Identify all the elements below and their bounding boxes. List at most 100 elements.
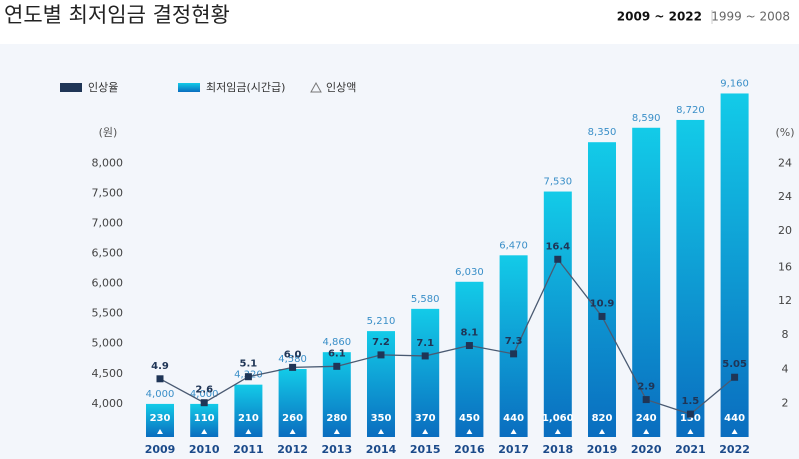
- rate-label: 2.6: [195, 385, 213, 396]
- x-tick-label: 2012: [277, 443, 308, 456]
- bar: [455, 281, 484, 437]
- increase-label: 230: [150, 413, 171, 424]
- rate-marker: [731, 373, 739, 381]
- legend-swatch: [310, 81, 322, 93]
- y2-tick-label: 12: [778, 294, 792, 307]
- rate-marker: [156, 375, 164, 383]
- increase-triangle: [731, 429, 738, 434]
- rate-marker: [510, 350, 518, 358]
- increase-triangle: [554, 429, 561, 434]
- rate-marker: [200, 399, 208, 407]
- increase-triangle: [245, 429, 252, 434]
- x-tick-label: 2018: [542, 443, 573, 456]
- legend-swatch: [60, 83, 82, 92]
- rate-label: 6.1: [328, 348, 346, 359]
- legend-label: 인상액: [326, 81, 356, 94]
- tab[interactable]: 1999 ~ 2008: [711, 10, 790, 24]
- increase-triangle: [333, 429, 340, 434]
- increase-label: 440: [503, 413, 524, 424]
- y2-tick-label: 4: [782, 362, 789, 375]
- bar-value-label: 9,160: [720, 78, 749, 89]
- bar: [543, 191, 572, 437]
- chart-title: 연도별 최저임금 결정현황: [4, 3, 230, 27]
- increase-label: 450: [459, 413, 480, 424]
- bar-value-label: 4,000: [190, 389, 219, 400]
- rate-label: 6.0: [284, 349, 302, 360]
- bar-value-label: 8,720: [676, 105, 705, 116]
- rate-label: 5.1: [240, 359, 258, 370]
- rate-marker: [642, 396, 650, 404]
- x-tick-label: 2017: [498, 443, 529, 456]
- y-tick-label: 5,500: [92, 307, 124, 320]
- rate-marker: [377, 351, 385, 359]
- increase-label: 280: [326, 413, 347, 424]
- increase-label: 110: [194, 413, 215, 424]
- x-tick-label: 2011: [233, 443, 264, 456]
- bar: [632, 127, 661, 438]
- bar-value-label: 8,590: [632, 113, 661, 124]
- legend-label: 인상율: [88, 81, 118, 94]
- bar-value-label: 6,030: [455, 267, 484, 278]
- increase-triangle: [201, 429, 208, 434]
- bar-value-label: 6,470: [499, 240, 528, 251]
- y2-tick-label: 24: [778, 190, 792, 203]
- x-tick-label: 2015: [410, 443, 441, 456]
- y2-tick-label: 24: [778, 157, 792, 170]
- x-tick-label: 2014: [366, 443, 397, 456]
- x-tick-label: 2019: [587, 443, 618, 456]
- increase-triangle: [422, 429, 429, 434]
- rate-marker: [421, 352, 429, 360]
- bar: [588, 142, 616, 437]
- rate-marker: [289, 363, 297, 371]
- increase-triangle: [643, 429, 650, 434]
- chart-panel: [0, 44, 799, 459]
- y-tick-label: 4,500: [92, 367, 124, 380]
- y2-tick-label: 8: [782, 328, 789, 341]
- x-tick-label: 2021: [675, 443, 706, 456]
- increase-label: 370: [415, 413, 436, 424]
- y-unit: (원): [99, 126, 118, 139]
- increase-triangle: [466, 429, 473, 434]
- rate-marker: [686, 410, 694, 418]
- bar: [499, 255, 528, 437]
- legend-label: 최저임금(시간급): [206, 81, 285, 94]
- rate-label: 2.9: [637, 382, 655, 393]
- y-tick-label: 6,500: [92, 247, 124, 260]
- y2-unit: (%): [775, 126, 794, 139]
- increase-label: 240: [636, 413, 657, 424]
- rate-label: 5.05: [722, 359, 747, 370]
- rate-label: 7.3: [505, 336, 523, 347]
- rate-label: 7.1: [416, 338, 434, 349]
- rate-label: 7.2: [372, 337, 390, 348]
- rate-label: 4.9: [151, 361, 169, 372]
- rate-marker: [598, 312, 606, 320]
- x-tick-label: 2009: [145, 443, 176, 456]
- increase-label: 210: [238, 413, 259, 424]
- y2-tick-label: 16: [778, 261, 792, 274]
- rate-label: 8.1: [461, 328, 479, 339]
- rate-marker: [465, 342, 473, 350]
- y2-tick-label: 20: [778, 224, 792, 237]
- bar-value-label: 4,580: [278, 354, 307, 365]
- increase-label: 260: [282, 413, 303, 424]
- rate-marker: [554, 255, 562, 263]
- increase-triangle: [599, 429, 605, 434]
- increase-triangle: [510, 429, 517, 434]
- rate-marker: [244, 373, 252, 381]
- increase-label: 820: [592, 413, 613, 424]
- y-tick-label: 7,000: [92, 216, 124, 229]
- rate-line: [159, 258, 736, 415]
- rate-marker: [333, 362, 341, 370]
- increase-triangle: [157, 429, 163, 434]
- tab[interactable]: 2009 ~ 2022: [617, 10, 702, 24]
- y2-tick-label: 2: [782, 397, 789, 410]
- y-tick-label: 4,000: [92, 397, 124, 410]
- increase-triangle: [687, 429, 694, 434]
- bar-value-label: 4,000: [146, 389, 175, 400]
- bar-value-label: 8,350: [588, 127, 617, 138]
- y-tick-label: 8,000: [92, 156, 124, 169]
- bar: [367, 331, 395, 437]
- bar-value-label: 7,530: [543, 177, 572, 188]
- bar: [676, 119, 705, 438]
